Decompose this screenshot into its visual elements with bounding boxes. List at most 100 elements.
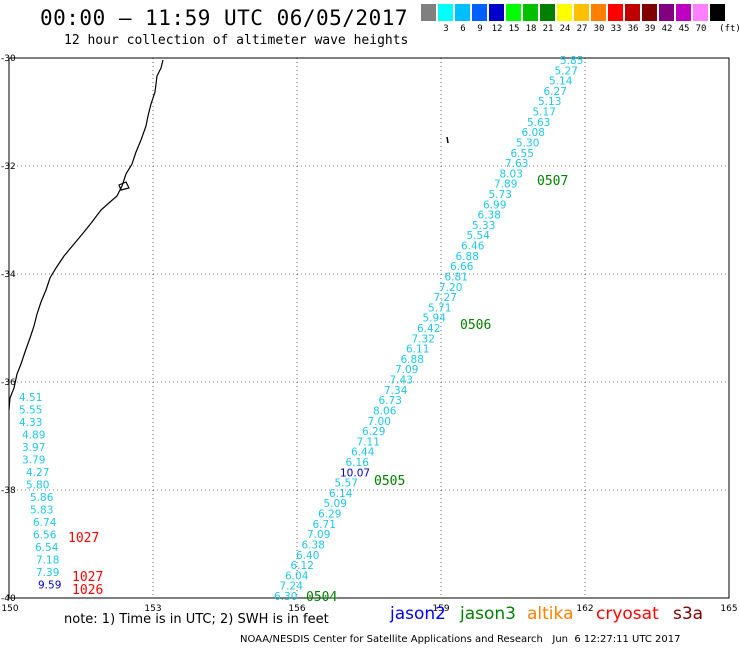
legend-label: 39 [644,24,656,34]
satellite-track-main: 6.307.246.046.126.406.387.096.716.295.09… [274,55,583,603]
wave-height-value: 7.34 [384,385,408,397]
wave-height-value: 9.59 [38,580,61,592]
pressure-label: 1027 [72,570,103,585]
legend-label: 42 [661,24,673,34]
pressure-label: 1027 [68,531,99,546]
wave-height-value: 5.30 [516,138,539,150]
wave-height-value: 7.11 [357,436,380,448]
footer-credit: NOAA/NESDIS Center for Satellite Applica… [240,634,681,645]
wave-height-value: 6.14 [329,488,353,500]
map-title: 00:00 – 11:59 UTC 06/05/2017 [40,6,409,30]
wave-height-value: 3.97 [22,442,45,454]
wave-height-value: 5.54 [467,230,491,242]
wave-height-value: 7.09 [395,364,418,376]
wave-height-value: 7.63 [505,158,528,170]
wave-height-value: 6.27 [544,86,567,98]
legend-label: 33 [610,24,622,34]
wave-height-value: 6.29 [318,509,341,521]
legend-swatch [693,4,708,21]
satellite-name-s3a: s3a [673,604,704,624]
legend-label: 30 [593,24,605,34]
wave-height-value: 8.03 [500,168,523,180]
wave-height-value: 6.29 [362,426,385,438]
legend-label: 15 [508,24,520,34]
lon-tick-label: 165 [720,604,737,614]
wave-height-value: 3.79 [22,455,45,467]
lon-tick-label: 150 [1,604,18,614]
legend-swatch [676,4,691,21]
wave-height-value: 5.63 [527,117,550,129]
wave-height-value: 7.18 [36,555,59,567]
legend-unit: (ft) [719,24,740,34]
lon-tick-label: 156 [288,604,305,614]
wave-height-value: 6.08 [522,127,545,139]
legend-swatch [574,4,589,21]
wave-height-value: 5.86 [30,492,54,504]
wave-height-value: 6.54 [35,542,59,554]
legend-swatch [659,4,674,21]
wave-height-value: 10.07 [340,467,370,479]
legend-swatch [608,4,623,21]
wave-height-value: 6.74 [33,517,57,529]
wave-height-value: 8.06 [373,406,397,418]
lon-tick-label: 162 [576,604,593,614]
legend-label: 9 [477,24,483,34]
wave-height-value: 5.83 [30,505,53,517]
wave-height-value: 7.00 [368,416,391,428]
legend-swatch [710,4,725,21]
wave-height-value: 5.85 [560,55,583,67]
wave-height-value: 6.40 [296,550,319,562]
legend-label: 27 [576,24,588,34]
pass-time-label: 0507 [537,174,568,189]
wave-height-value: 5.13 [538,96,561,108]
wave-height-value: 6.55 [511,148,534,160]
satellite-name-jason3: jason3 [460,604,516,624]
wave-height-value: 4.27 [26,467,49,479]
wave-height-value: 6.46 [461,241,485,253]
wave-height-value: 6.44 [351,447,375,459]
wave-height-value: 7.39 [36,567,59,579]
wave-height-value: 4.89 [22,430,45,442]
lat-tick-label: -38 [1,486,16,496]
legend-swatch [421,4,436,21]
legend-swatch [642,4,657,21]
wave-height-value: 6.12 [291,560,314,572]
legend-swatch [489,4,504,21]
pass-time-label: 0504 [306,590,337,605]
wave-height-value: 6.16 [346,457,370,469]
legend-label: 12 [491,24,503,34]
legend-label: 36 [627,24,639,34]
wave-height-value: 7.24 [280,581,304,593]
legend-swatch [472,4,487,21]
wave-height-value: 7.27 [434,292,457,304]
wave-height-value: 6.56 [33,530,57,542]
wave-height-value: 4.51 [19,392,42,404]
lat-tick-label: -30 [1,54,16,64]
legend-swatch [557,4,572,21]
lon-tick-label: 159 [432,604,449,614]
lat-tick-label: -34 [1,270,16,280]
legend-label: 3 [443,24,449,34]
legend-swatch [523,4,538,21]
wave-height-value: 7.20 [439,282,462,294]
graticule [9,58,729,598]
legend-label: 70 [695,24,707,34]
wave-height-value: 4.33 [19,417,42,429]
wave-height-value: 6.42 [417,323,440,335]
legend-label: 45 [678,24,690,34]
wave-height-value: 6.04 [285,570,309,582]
wave-height-value: 7.32 [412,333,435,345]
legend-swatch [506,4,521,21]
legend-label: 24 [559,24,571,34]
wave-height-value: 6.88 [456,251,479,263]
map-subtitle: 12 hour collection of altimeter wave hei… [64,33,409,48]
legend-swatch [455,4,470,21]
island-mark [446,136,449,144]
satellite-name-cryosat: cryosat [596,604,659,624]
legend-swatch [438,4,453,21]
wave-height-value: 5.80 [26,480,49,492]
wave-height-value: 6.71 [313,519,336,531]
wave-height-value: 6.30 [274,591,297,603]
